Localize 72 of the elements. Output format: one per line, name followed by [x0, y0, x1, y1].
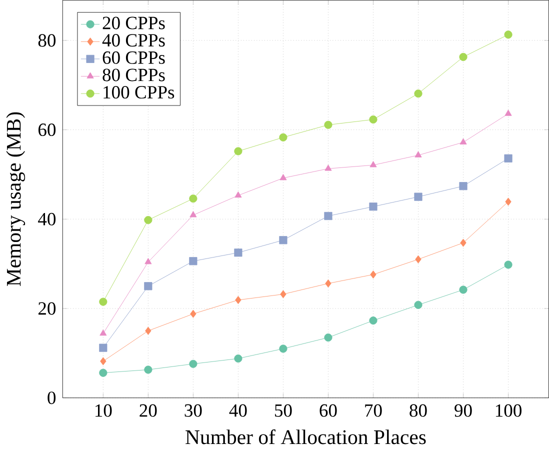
point — [459, 52, 468, 61]
point — [459, 285, 468, 294]
point — [325, 279, 332, 288]
point — [234, 191, 242, 198]
point — [234, 146, 242, 156]
point — [324, 120, 332, 129]
point — [144, 282, 152, 290]
point — [414, 300, 422, 309]
x-tick-label: 70 — [365, 404, 382, 417]
point — [189, 256, 198, 265]
x-tick-label: 30 — [184, 404, 202, 417]
point — [279, 236, 288, 244]
x-tick-label: 10 — [96, 404, 112, 417]
x-axis-title: Number of Allocation Places — [186, 429, 426, 444]
point — [370, 160, 377, 168]
point — [99, 368, 108, 377]
point — [145, 326, 152, 335]
point — [415, 255, 422, 264]
point — [279, 133, 288, 142]
point — [99, 344, 108, 352]
point — [504, 109, 512, 116]
y-tick-label: 60 — [38, 123, 56, 136]
point — [370, 270, 376, 278]
point — [189, 194, 198, 202]
point — [459, 182, 468, 190]
point — [504, 154, 512, 162]
x-tick-label: 90 — [454, 404, 472, 417]
x-tick-label: 50 — [275, 404, 292, 417]
y-tick-label: 80 — [38, 34, 56, 47]
legend-label: 100 CPPs — [104, 86, 174, 98]
point — [460, 238, 466, 247]
x-tick-label: 100 — [496, 404, 522, 417]
point — [504, 260, 512, 269]
point — [369, 316, 378, 324]
legend-label: 60 CPPs — [102, 51, 165, 64]
point — [234, 354, 242, 362]
point — [324, 333, 332, 342]
point — [414, 151, 422, 158]
point — [144, 258, 152, 264]
point — [235, 296, 242, 304]
point — [369, 115, 378, 124]
point — [100, 356, 106, 366]
x-tick-label: 40 — [229, 404, 247, 417]
point — [234, 248, 242, 256]
point — [100, 329, 107, 336]
x-tick-label: 80 — [410, 404, 427, 417]
point — [369, 202, 378, 210]
point — [279, 344, 288, 353]
legend-label: 80 CPPs — [102, 68, 165, 82]
point — [324, 164, 332, 171]
point — [414, 192, 422, 201]
point — [190, 310, 196, 318]
legend-label: 40 CPPs — [102, 34, 165, 46]
point — [190, 210, 197, 218]
point — [144, 216, 152, 224]
y-axis-title: Memory usage (MB) — [6, 112, 26, 286]
point — [280, 174, 287, 180]
point — [324, 212, 332, 220]
point — [460, 138, 467, 144]
point — [280, 290, 286, 298]
x-tick-label: 60 — [320, 404, 337, 417]
point — [504, 30, 512, 38]
point — [144, 365, 152, 374]
y-tick-label: 40 — [38, 212, 56, 226]
y-tick-label: 0 — [48, 391, 56, 404]
legend-label: 20 CPPs — [102, 16, 165, 30]
point — [414, 89, 422, 98]
point — [99, 298, 108, 306]
point — [189, 360, 198, 368]
x-tick-label: 20 — [140, 404, 157, 417]
point — [505, 197, 512, 206]
y-tick-label: 20 — [38, 302, 56, 315]
